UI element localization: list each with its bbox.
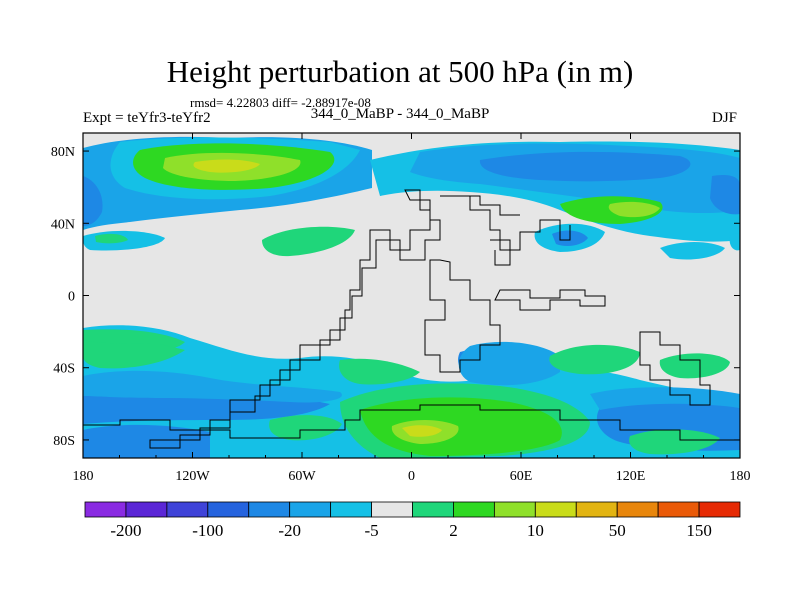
x-axis: 180 120W 60W 0 60E 120E 180 [73,133,751,484]
colorbar-swatch [371,501,413,518]
colorbar-swatch [698,501,741,518]
contour-south-west-lowest [83,424,210,458]
contour-south-far-east-low-b [590,387,740,410]
y-tick-label: 0 [68,290,75,305]
contour-south-mid-low-b [83,370,342,403]
y-tick-label: 40S [53,362,75,377]
colorbar-swatch [330,501,372,518]
colorbar-label: -100 [192,521,223,540]
colorbar-swatch [207,501,250,518]
coastline-antarctica [83,404,740,441]
contour-40n-blob-e [729,233,740,251]
colorbar-swatch [616,501,659,518]
colorbar-swatch [166,501,209,518]
contour-south-big-high-top [402,425,442,437]
contour-south-green-west [83,340,185,369]
colorbar-swatch [412,501,454,518]
contour-south-east-low-b [458,341,560,386]
colorbar-label: 50 [609,521,626,540]
colorbar-swatch [453,501,495,518]
contour-south-far-east-high [659,353,730,379]
colorbar-swatch [125,501,168,518]
x-tick-label: 180 [73,469,94,484]
contour-40n-blob-d [660,242,725,260]
x-tick-label: 60W [288,469,316,484]
coastlines [83,189,740,449]
y-tick-label: 80N [51,145,75,160]
colorbar-label: -20 [278,521,301,540]
coastline-australia [639,331,711,406]
contour-south-east-high [549,344,640,375]
colorbar-label: 150 [686,521,712,540]
chart-title: Height perturbation at 500 hPa (in m) [166,54,634,89]
colorbar-swatch [289,501,332,518]
colorbar-swatch [248,501,291,518]
colorbar [84,501,741,518]
map-field [83,133,740,458]
coastline-americas [149,189,441,449]
coastline-asia-peninsula [494,289,606,311]
colorbar-swatch [575,501,618,518]
contour-south-east-green-low [629,429,720,455]
contour-south-green-mid [339,358,420,385]
stats-label: rmsd= 4.22803 diff= -2.88917e-08 [190,95,371,110]
contour-west-low [83,176,103,226]
contour-south-west-green [269,415,342,441]
x-tick-label: 0 [408,469,415,484]
colorbar-label: 2 [449,521,458,540]
colorbar-swatch [493,501,536,518]
x-tick-label: 120E [616,469,646,484]
contour-east-low [479,151,691,182]
colorbar-swatch [84,501,127,518]
expt-label: Expt = teYfr3-teYfr2 [83,110,211,126]
contour-east-high-peak [608,201,660,218]
x-tick-label: 60E [510,469,533,484]
contour-40n-blob-b [262,226,355,257]
y-tick-label: 80S [53,434,75,449]
colorbar-label: -200 [110,521,141,540]
contour-40n-blob-a-green [95,233,128,244]
colorbar-swatch [534,501,577,518]
colorbar-labels: -200 -100 -20 -5 2 10 50 150 [110,521,711,540]
case-label: 344_0_MaBP - 344_0_MaBP [310,106,490,122]
colorbar-swatch [657,501,700,518]
x-tick-label: 120W [175,469,210,484]
x-tick-label: 180 [730,469,751,484]
coastline-eurasia-north [470,195,560,266]
y-axis: 80N 40N 0 40S 80S [51,145,740,449]
colorbar-label: 10 [527,521,544,540]
season-label: DJF [712,110,738,126]
contour-far-east-low [710,175,740,215]
coastline-africa-europe [424,195,571,373]
contour-north-top [193,159,260,173]
colorbar-label: -5 [364,521,378,540]
y-tick-label: 40N [51,217,75,232]
